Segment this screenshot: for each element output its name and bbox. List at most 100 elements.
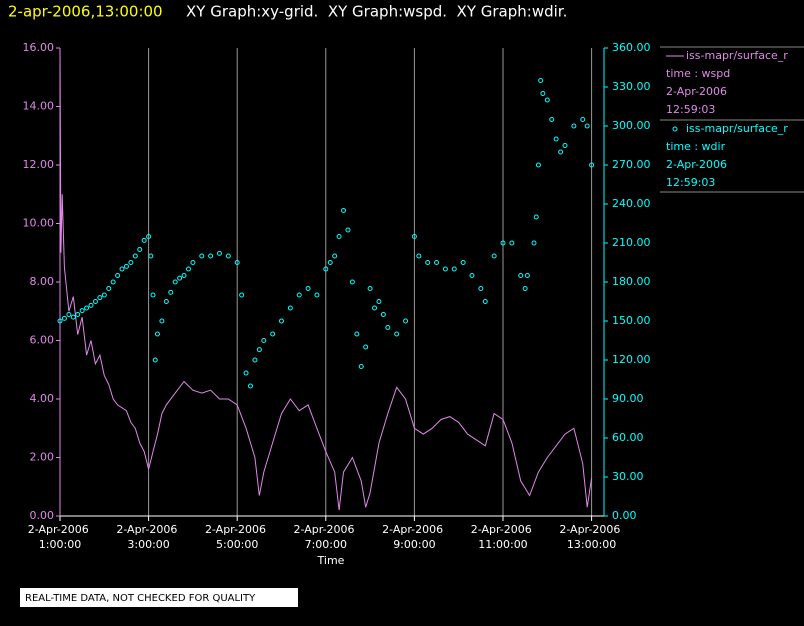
wdir-point (403, 318, 409, 324)
legend-detail: 12:59:03 (666, 176, 715, 189)
y2-tick-label: 60.00 (612, 431, 644, 444)
wdir-point (385, 325, 391, 330)
x-tick-label: 2-Apr-2006 13:00:00 (559, 523, 624, 551)
wdir-point (533, 214, 539, 220)
wdir-point (199, 253, 205, 259)
wdir-point (101, 292, 107, 298)
y2-tick-label: 150.00 (612, 314, 651, 327)
wdir-point (106, 286, 112, 291)
y-tick-label: 0.00 (30, 509, 55, 522)
wdir-point (66, 312, 72, 317)
wdir-point (181, 273, 187, 278)
y-tick-label: 6.00 (30, 334, 55, 347)
wdir-point (115, 273, 121, 278)
legend-detail: 2-Apr-2006 (666, 85, 727, 98)
x-tick-label-line: 5:00:00 (216, 538, 258, 551)
y2-tick-label: 270.00 (612, 158, 651, 171)
wdir-point (491, 253, 497, 259)
wdir-point (132, 253, 138, 259)
wdir-point (349, 279, 355, 285)
y2-tick-label: 0.00 (612, 509, 637, 522)
y-tick-label: 2.00 (30, 451, 55, 464)
wdir-point (150, 292, 156, 298)
wdir-point (92, 299, 98, 304)
wdir-point (190, 260, 196, 265)
x-tick-label: 2-Apr-2006 9:00:00 (382, 523, 447, 551)
x-tick-label: 2-Apr-2006 1:00:00 (28, 523, 93, 551)
y-tick-label: 10.00 (23, 217, 55, 230)
wdir-point (70, 314, 76, 320)
wdir-point (216, 250, 222, 256)
wdir-point (79, 308, 85, 314)
wdir-point (524, 273, 530, 278)
y2-tick-label: 240.00 (612, 197, 651, 210)
wdir-point (558, 149, 564, 155)
x-tick-label-line: 2-Apr-2006 (382, 523, 447, 536)
y-tick-label: 12.00 (23, 158, 55, 171)
legend-detail: 12:59:03 (666, 103, 715, 116)
y2-tick-label: 180.00 (612, 275, 651, 288)
wdir-point (411, 234, 417, 239)
wspd-line (59, 47, 593, 511)
x-tick-label-line: 1:00:00 (39, 538, 81, 551)
wdir-point (500, 240, 506, 246)
wdir-point (247, 383, 253, 389)
x-tick-label-line: 7:00:00 (305, 538, 347, 551)
wdir-point (110, 279, 116, 285)
wdir-point (177, 275, 183, 281)
wdir-point (234, 260, 240, 265)
wdir-point (323, 266, 329, 272)
wdir-point (148, 253, 154, 259)
wdir-point (549, 117, 555, 122)
wdir-point (278, 318, 284, 324)
wdir-point (154, 331, 160, 337)
wdir-point (571, 123, 577, 129)
wdir-point (84, 305, 90, 311)
y2-tick-label: 210.00 (612, 236, 651, 249)
x-tick-label-line: 13:00:00 (567, 538, 616, 551)
wdir-point (354, 331, 360, 337)
wdir-point (442, 266, 448, 272)
wdir-point (185, 266, 191, 272)
y-tick-label: 14.00 (23, 100, 55, 113)
x-axis-title: Time (317, 554, 345, 567)
wdir-point (522, 286, 528, 291)
wdir-point (562, 143, 568, 148)
wdir-point (535, 162, 541, 168)
y2-tick-label: 360.00 (612, 41, 651, 54)
note-box (20, 588, 298, 607)
wdir-point (544, 97, 550, 103)
wdir-point (531, 240, 537, 246)
wdir-point (305, 286, 311, 291)
chart-subtitle: XY Graph:xy-grid. XY Graph:wspd. XY Grap… (186, 3, 567, 21)
x-tick-label: 2-Apr-2006 7:00:00 (294, 523, 359, 551)
y2-tick-label: 30.00 (612, 470, 644, 483)
x-tick-label-line: 9:00:00 (393, 538, 435, 551)
wdir-point (584, 123, 590, 129)
wdir-point (225, 253, 231, 259)
wdir-point (380, 312, 386, 317)
wdir-point (367, 286, 373, 291)
wdir-point (469, 273, 475, 278)
chart-title: 2-apr-2006,13:00:00 (8, 3, 163, 21)
wdir-point (327, 260, 333, 265)
y-tick-label: 4.00 (30, 392, 55, 405)
wdir-point (394, 331, 400, 337)
legend-detail: 2-Apr-2006 (666, 158, 727, 171)
note: REAL-TIME DATA, NOT CHECKED FOR QUALITY (25, 593, 256, 604)
wdir-point (97, 295, 103, 301)
legend-detail: time : wdir (666, 140, 726, 153)
wdir-point (152, 357, 158, 363)
wdir-point (416, 253, 422, 259)
wdir-point (345, 227, 351, 233)
legend-detail: time : wspd (666, 67, 730, 80)
wdir-point (296, 292, 302, 298)
y-tick-label: 8.00 (30, 275, 55, 288)
wdir-point (589, 162, 595, 168)
wdir-point (553, 136, 559, 142)
wdir-point (478, 286, 484, 291)
wdir-point (434, 260, 440, 265)
wdir-point (460, 260, 466, 265)
